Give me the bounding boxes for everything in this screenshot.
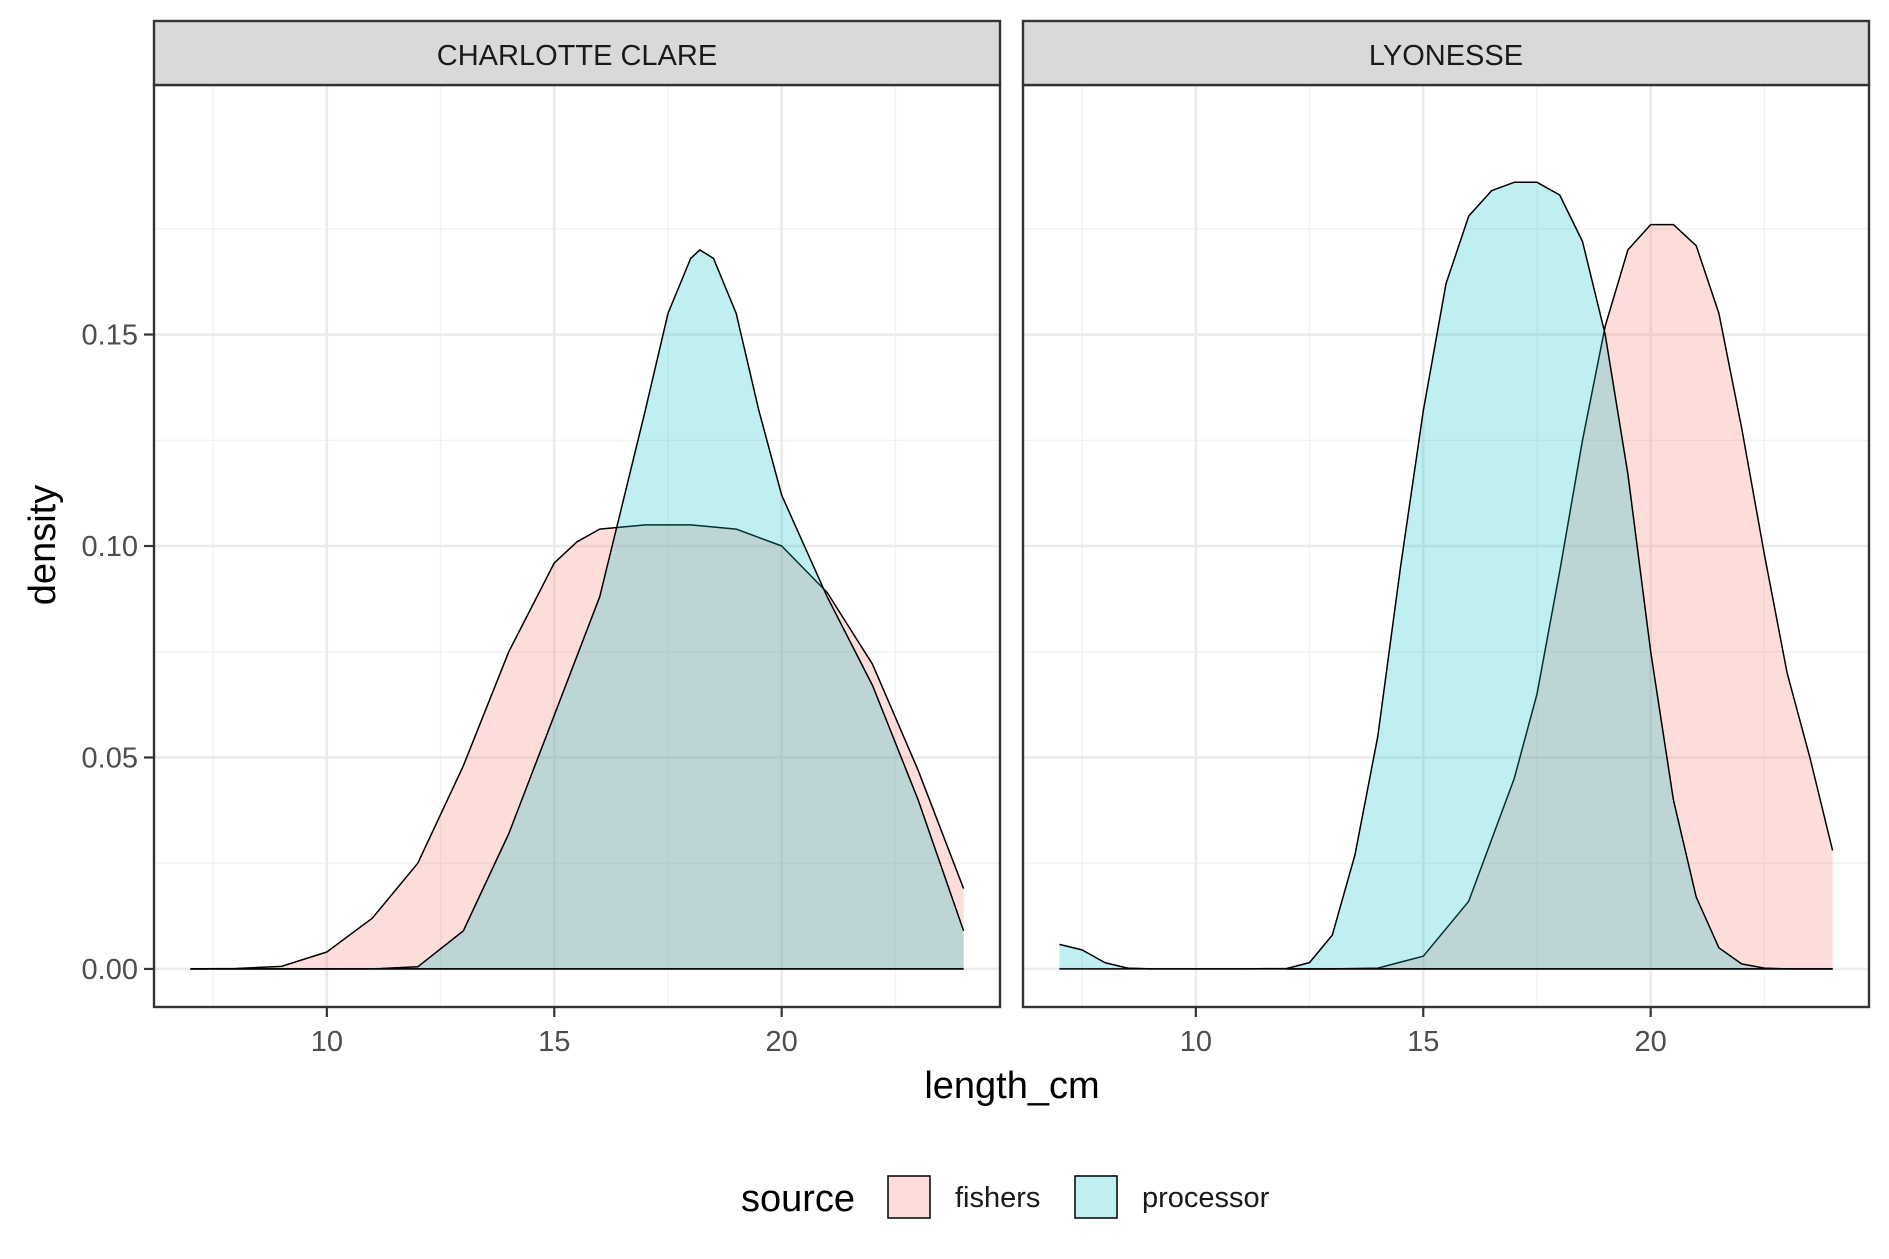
density-area-fishers (1286, 224, 1833, 969)
x-tick-label: 10 (311, 1026, 343, 1058)
x-tick-label: 20 (766, 1026, 798, 1058)
y-tick-label: 0.15 (82, 320, 138, 352)
legend: source fishers processor (741, 1175, 1270, 1220)
facet-strip (152, 19, 1002, 87)
x-tick-label: 10 (1180, 1026, 1212, 1058)
legend-key-background (888, 1176, 930, 1218)
facet-strip-label: CHARLOTTE CLARE (437, 40, 717, 72)
x-axis-title: length_cm (924, 1065, 1099, 1107)
density-line-fishers (1286, 223, 1834, 970)
facet-panel-charlotte-clare: CHARLOTTE CLARE 10 15 20 0.00 0.05 0.10 0.15 (82, 19, 1002, 1058)
x-tick-label: 15 (538, 1026, 570, 1058)
legend-label: processor (1142, 1182, 1270, 1214)
legend-item-fishers: fishers (887, 1175, 1040, 1219)
density-line-processor (190, 249, 965, 970)
y-tick-label: 0.00 (82, 954, 138, 986)
density-area-processor (1059, 182, 1833, 969)
legend-key-background (1075, 1176, 1117, 1218)
facet-panels: CHARLOTTE CLARE 10 15 20 0.00 0.05 0.10 0.15 LYO… (82, 19, 1871, 1058)
facet-strip (1021, 19, 1871, 87)
density-line-fishers (190, 524, 965, 970)
legend-title: source (741, 1178, 855, 1220)
x-tick-label: 20 (1635, 1026, 1667, 1058)
facet-strip-label: LYONESSE (1369, 40, 1523, 72)
legend-key-swatch (887, 1175, 931, 1219)
legend-key-swatch (1074, 1175, 1118, 1219)
legend-item-processor: processor (1074, 1175, 1270, 1219)
y-tick-label: 0.10 (82, 531, 138, 563)
y-tick-label: 0.05 (82, 742, 138, 774)
density-area-fishers (190, 524, 964, 969)
x-tick-label: 15 (1407, 1026, 1439, 1058)
density-area-processor (190, 249, 964, 969)
facet-panel-lyonesse: LYONESSE 10 15 20 (1021, 19, 1871, 1058)
legend-label: fishers (955, 1182, 1040, 1214)
y-axis-title: density (22, 485, 64, 605)
